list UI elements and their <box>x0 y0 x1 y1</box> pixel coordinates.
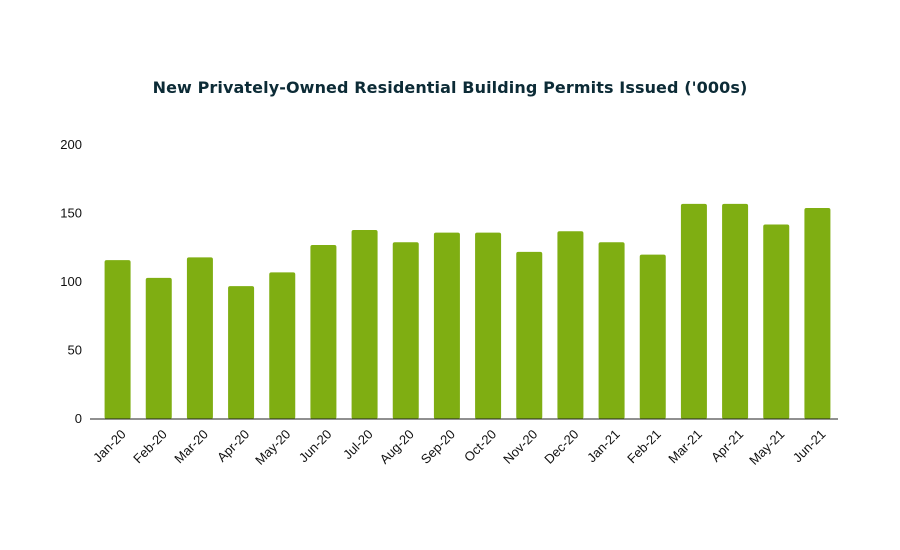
bar <box>557 231 584 419</box>
x-tick-label: Jul-20 <box>340 427 376 463</box>
x-tick-label: Sep-20 <box>418 427 458 467</box>
y-axis: 0 50 100 150 200 <box>60 137 82 426</box>
x-tick-label: Jun-20 <box>296 427 335 466</box>
bar <box>598 242 625 419</box>
x-tick-label: May-20 <box>252 427 293 468</box>
x-tick-label: Jun-21 <box>790 427 829 466</box>
bar <box>351 229 378 419</box>
chart-title: New Privately-Owned Residential Building… <box>152 78 748 97</box>
bar <box>228 286 255 419</box>
x-tick-label: Apr-20 <box>214 427 252 465</box>
bar <box>145 277 172 419</box>
bar <box>475 232 502 419</box>
x-tick-label: Feb-20 <box>130 427 170 467</box>
x-tick-label: Jan-21 <box>584 427 623 466</box>
x-axis: Jan-20 Feb-20 Mar-20 Apr-20 May-20 Jun-20 Jul-… <box>90 427 829 468</box>
bar <box>680 203 707 419</box>
bar <box>310 245 337 419</box>
x-tick-label: Feb-21 <box>624 427 664 467</box>
bar <box>516 251 543 419</box>
y-tick-label: 100 <box>60 274 82 289</box>
x-tick-label: May-21 <box>746 427 787 468</box>
bars-group <box>104 203 831 419</box>
x-tick-label: Oct-20 <box>461 427 499 465</box>
x-tick-label: Mar-20 <box>171 427 211 467</box>
x-tick-label: Apr-21 <box>708 427 746 465</box>
bar <box>104 260 131 419</box>
y-tick-label: 0 <box>75 411 82 426</box>
bar <box>763 224 790 419</box>
bar <box>392 242 419 419</box>
x-tick-label: Nov-20 <box>500 427 540 467</box>
bar <box>722 203 749 419</box>
bar <box>639 254 666 419</box>
bar <box>804 208 831 419</box>
y-tick-label: 50 <box>68 343 82 358</box>
bar <box>186 257 213 419</box>
y-tick-label: 200 <box>60 137 82 152</box>
x-tick-label: Mar-21 <box>665 427 705 467</box>
x-tick-label: Aug-20 <box>377 427 417 467</box>
bar <box>269 272 296 419</box>
x-tick-label: Dec-20 <box>541 427 581 467</box>
y-tick-label: 150 <box>60 206 82 221</box>
x-tick-label: Jan-20 <box>90 427 129 466</box>
bar <box>433 232 460 419</box>
